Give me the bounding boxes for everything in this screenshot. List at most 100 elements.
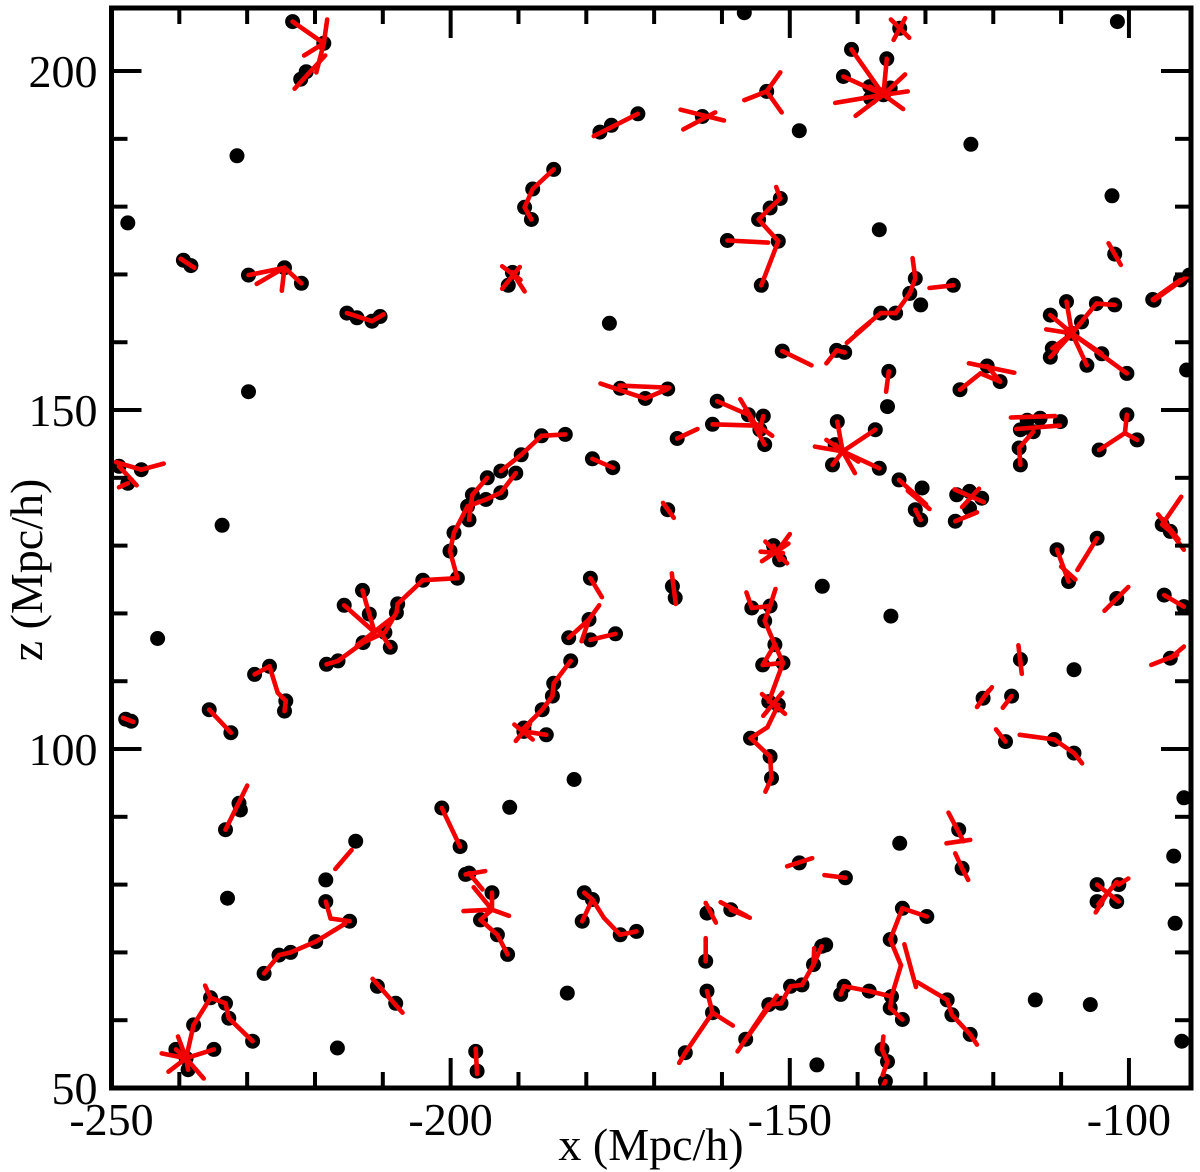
y-tick-label: 200 [29, 46, 98, 97]
link-segment [332, 847, 354, 872]
link-segment [382, 610, 399, 635]
link-segment [714, 398, 751, 418]
link-segment [944, 997, 955, 1018]
data-point [1174, 1033, 1190, 1049]
link-segment [175, 1034, 189, 1061]
link-segment [495, 932, 510, 957]
link-segment [466, 492, 475, 523]
link-segment [728, 907, 753, 921]
link-segment [522, 186, 536, 210]
link-segment [676, 1050, 688, 1066]
link-segment [822, 872, 848, 881]
link-segment [120, 715, 136, 725]
link-segment [764, 70, 783, 94]
link-segment [749, 603, 773, 611]
link-segment [748, 417, 775, 439]
data-point [1166, 848, 1182, 864]
data-point [1109, 14, 1125, 30]
link-segment [704, 988, 715, 1016]
link-segment [588, 631, 618, 643]
link-segment [313, 40, 327, 75]
link-segment [748, 724, 770, 741]
link-segment [1155, 512, 1181, 542]
link-segment [952, 487, 987, 505]
link-segment [223, 1000, 232, 1021]
link-segment [758, 238, 781, 288]
link-segment [767, 586, 778, 609]
link-segment [1016, 429, 1036, 451]
link-segment [539, 693, 555, 713]
link-segment [202, 983, 213, 1001]
link-segment [178, 256, 197, 271]
link-segment [539, 432, 568, 439]
link-segment [900, 905, 930, 919]
data-points-layer [111, 8, 1191, 1088]
link-segment [1150, 277, 1183, 302]
link-segment [267, 663, 281, 696]
link-segment [1071, 750, 1085, 766]
link-segment [530, 167, 557, 192]
link-segment [498, 470, 519, 496]
data-point [214, 517, 230, 533]
y-tick-label: 150 [29, 385, 98, 436]
link-segment [853, 92, 886, 119]
link-segment [601, 915, 623, 938]
link-segment [466, 870, 485, 892]
link-segment [880, 1059, 890, 1078]
link-segment [471, 884, 495, 913]
link-segment [811, 943, 825, 967]
link-segment [1000, 693, 1014, 711]
link-segment [226, 1015, 255, 1044]
data-point [150, 631, 166, 646]
link-segment [395, 577, 426, 607]
link-segment [206, 707, 234, 736]
link-segment [483, 490, 504, 502]
link-segment [1013, 423, 1063, 432]
link-segment [370, 976, 405, 1016]
link-segment [887, 1005, 905, 1022]
x-tick-label: -100 [1087, 1094, 1171, 1145]
link-segment [208, 995, 228, 1006]
data-point [1176, 790, 1191, 806]
link-segment [1064, 299, 1075, 336]
link-segment [710, 421, 757, 428]
link-segment [252, 663, 272, 677]
link-segment [344, 310, 375, 324]
link-segment [473, 1046, 480, 1077]
link-segment [767, 196, 783, 211]
link-segment [887, 937, 904, 968]
link-segments-layer [113, 15, 1191, 1088]
x-tick-label: -250 [69, 1094, 153, 1145]
link-segment [891, 15, 908, 43]
link-segment [1058, 564, 1078, 582]
link-segment [760, 642, 778, 668]
data-point [241, 384, 256, 400]
link-segment [579, 617, 592, 644]
link-segment [1048, 312, 1075, 336]
plot-frame [109, 5, 1194, 1091]
link-segment [866, 988, 894, 999]
link-segment [282, 698, 289, 714]
data-point [120, 215, 136, 231]
link-segment [784, 855, 815, 869]
link-segment [341, 602, 378, 635]
link-segment [881, 56, 890, 98]
link-segment [762, 618, 778, 647]
link-segment [680, 110, 718, 132]
link-segment [1043, 327, 1075, 336]
link-segment [1116, 876, 1131, 887]
link-segment [116, 480, 131, 490]
link-segment [1008, 413, 1058, 420]
link-segment [774, 531, 793, 555]
link-segment [1161, 592, 1187, 609]
link-segment [369, 312, 386, 324]
link-segment [499, 264, 523, 292]
link-segment [905, 488, 932, 512]
link-segment [830, 449, 846, 468]
data-point [1066, 662, 1082, 678]
data-point [1179, 362, 1191, 378]
link-segment [1016, 445, 1023, 468]
link-segment [1069, 331, 1090, 368]
link-segment [447, 530, 457, 554]
data-point [963, 136, 979, 152]
